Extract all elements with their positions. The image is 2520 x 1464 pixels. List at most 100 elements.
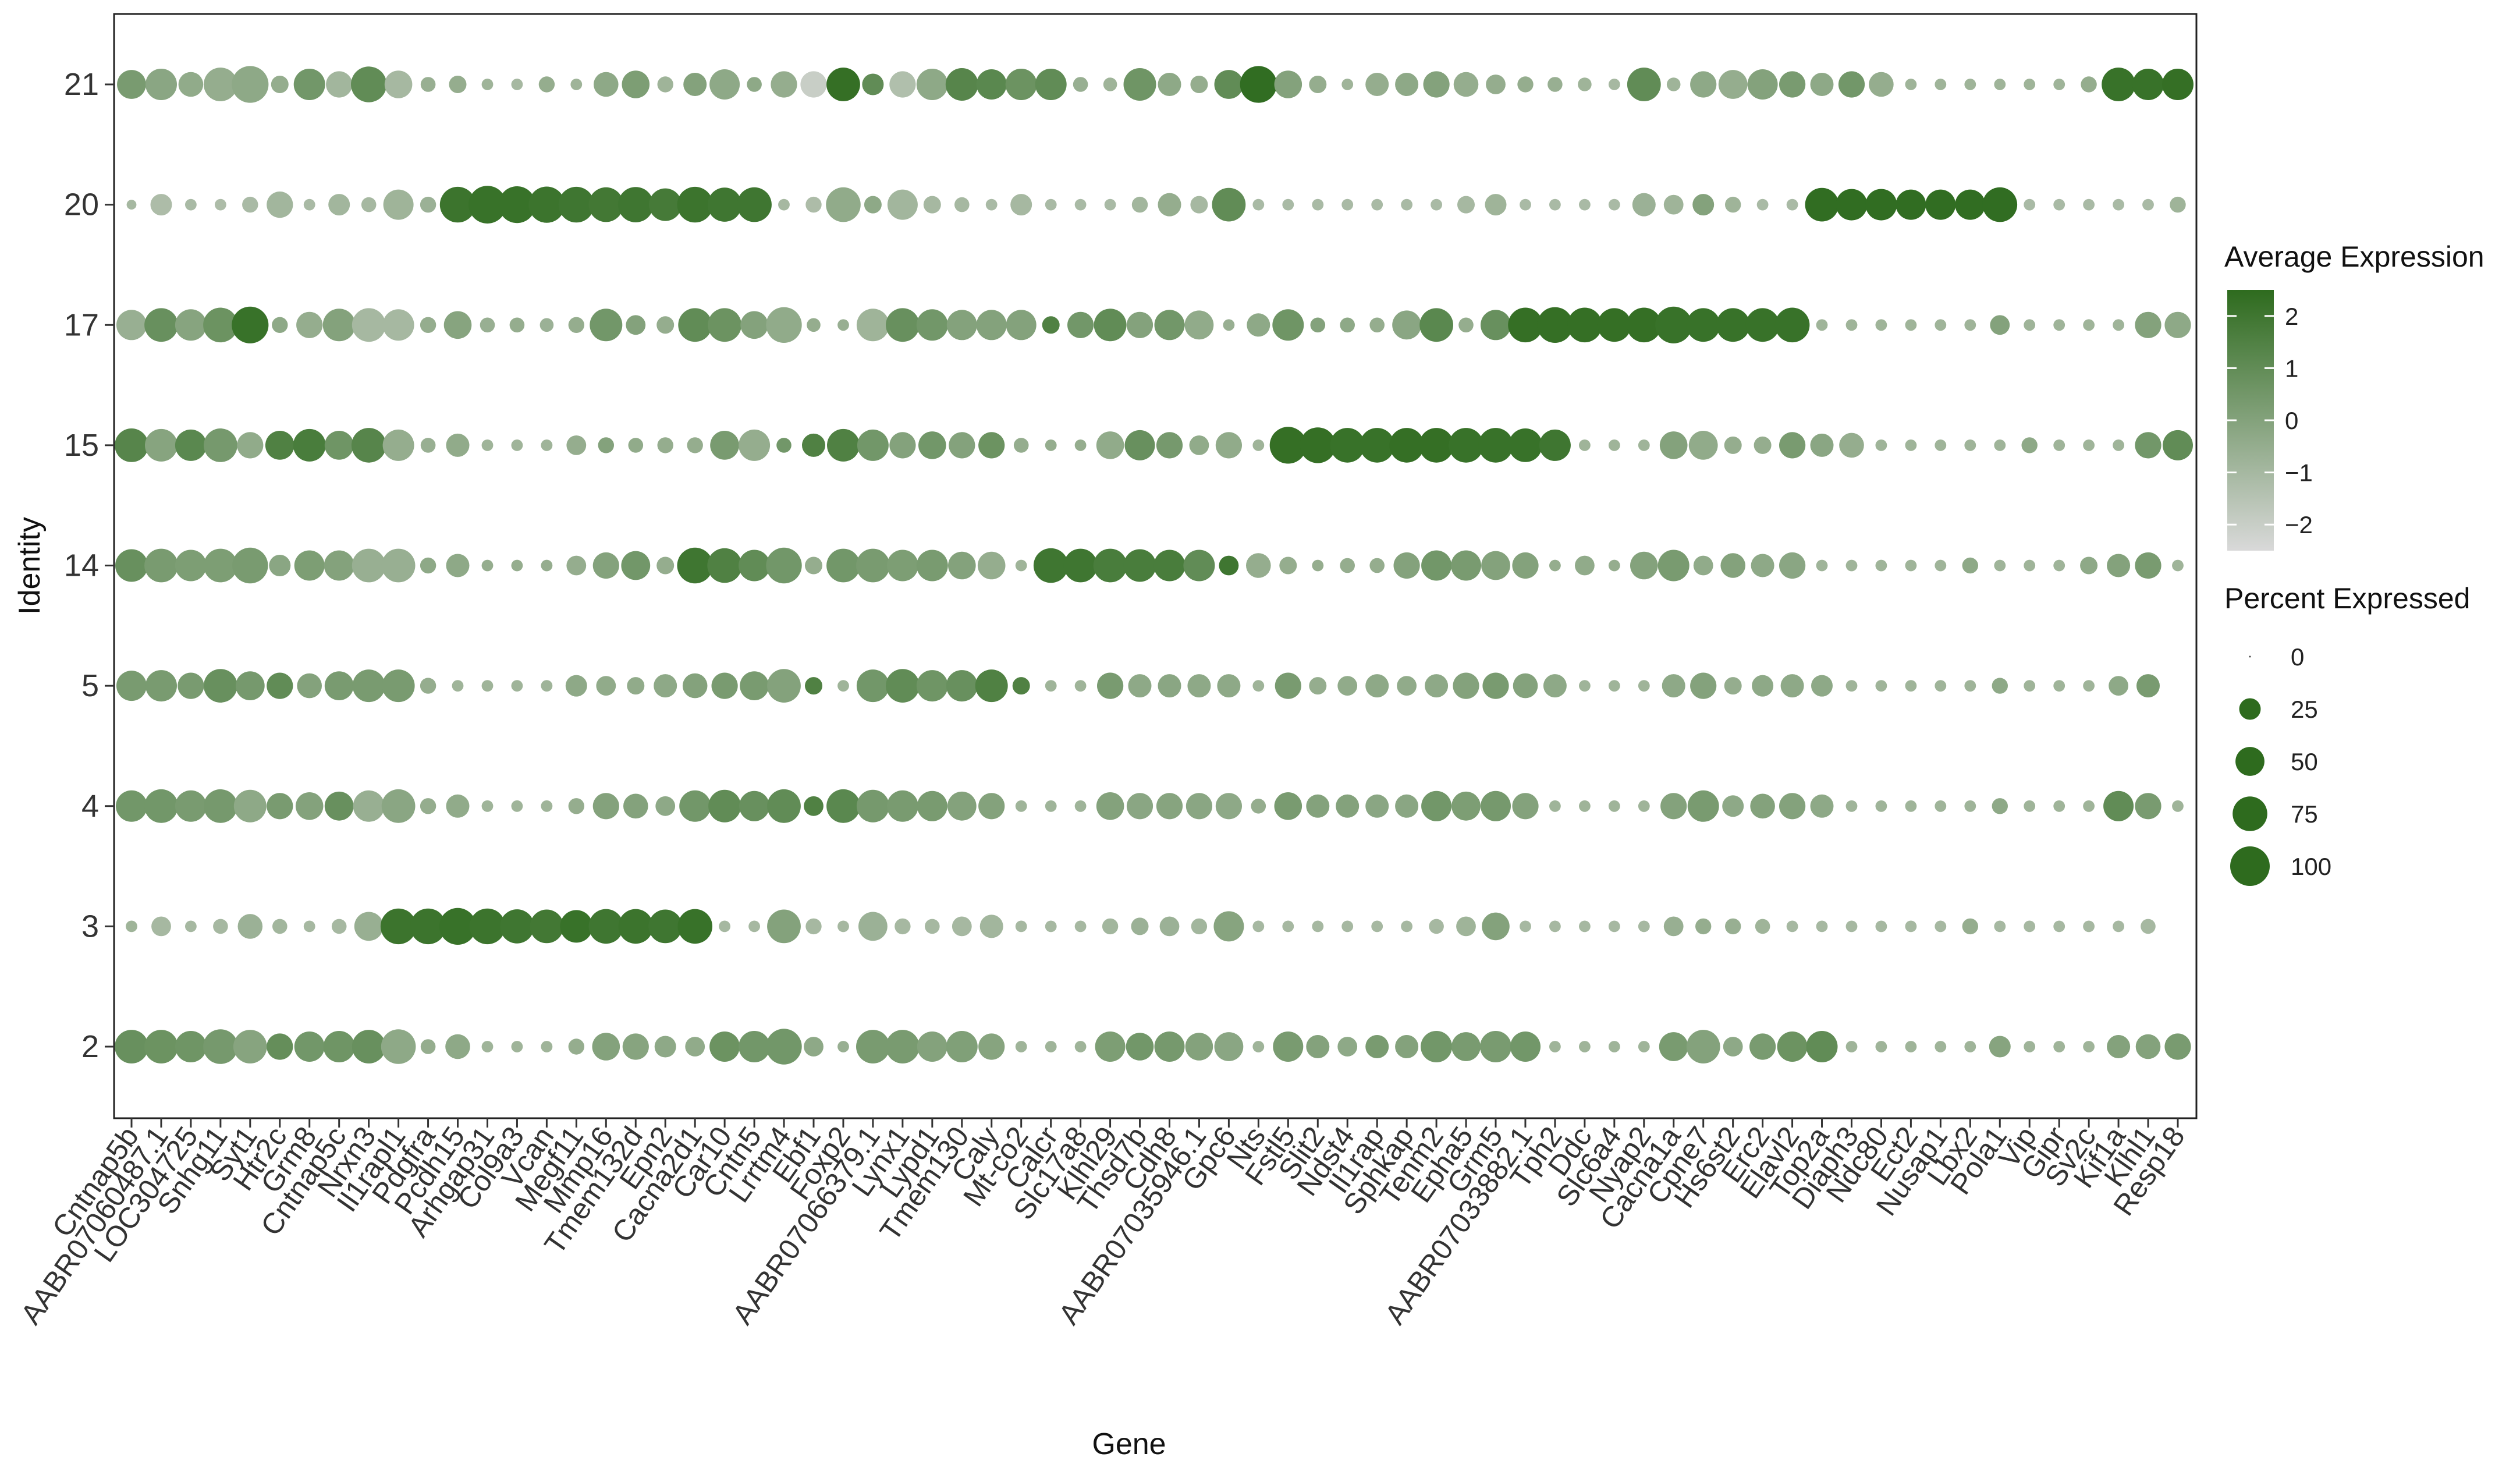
size-legend-dot <box>2230 846 2270 886</box>
expression-dot <box>558 186 594 223</box>
expression-dot <box>1360 428 1394 463</box>
expression-dot <box>1718 70 1748 99</box>
expression-dot <box>2024 319 2036 331</box>
color-tick-label: −1 <box>2285 459 2313 487</box>
expression-dot <box>708 308 741 342</box>
expression-dot <box>2021 437 2038 453</box>
expression-dot <box>805 196 822 213</box>
expression-dot <box>1687 790 1719 822</box>
expression-dot <box>420 798 436 814</box>
expression-dot <box>1811 675 1833 697</box>
expression-dot <box>481 79 494 90</box>
expression-dot <box>923 196 941 214</box>
expression-dot <box>588 187 624 222</box>
expression-dot <box>708 789 741 823</box>
expression-dot <box>800 71 827 98</box>
expression-dot <box>1845 559 1858 572</box>
expression-dot <box>887 189 918 220</box>
expression-dot <box>1935 920 1947 933</box>
expression-dot <box>1126 793 1153 820</box>
expression-dot <box>805 556 822 575</box>
expression-dot <box>1158 73 1181 96</box>
expression-dot <box>594 72 619 97</box>
expression-dot <box>511 439 523 451</box>
expression-dot <box>1158 193 1181 217</box>
expression-dot <box>1964 1041 1976 1052</box>
expression-dot <box>685 1037 705 1057</box>
expression-dot <box>1964 439 1976 451</box>
expression-dot <box>1905 559 1917 572</box>
expression-dot <box>204 428 237 462</box>
expression-dot <box>1751 554 1774 577</box>
expression-dot <box>856 789 889 823</box>
expression-dot <box>1159 916 1180 937</box>
expression-dot <box>1905 319 1917 331</box>
expression-dot <box>1074 800 1087 812</box>
expression-dot <box>1520 920 1531 933</box>
expression-dot <box>185 920 197 933</box>
expression-dot <box>446 433 470 457</box>
expression-dot <box>1608 559 1620 572</box>
expression-dot <box>2024 198 2036 211</box>
expression-dot <box>1905 439 1917 451</box>
expression-dot <box>648 909 683 944</box>
expression-dot <box>1282 920 1294 933</box>
expression-dot <box>2135 793 2161 820</box>
expression-dot <box>293 69 325 100</box>
expression-dot <box>687 437 703 453</box>
expression-dot <box>1695 918 1712 935</box>
expression-dot <box>2164 1033 2191 1060</box>
expression-dot <box>1638 439 1650 451</box>
expression-dot <box>1608 439 1620 451</box>
expression-dot <box>710 431 739 460</box>
expression-dot <box>2053 559 2065 572</box>
expression-dot <box>1074 439 1087 451</box>
expression-dot <box>144 548 178 583</box>
expression-dot <box>1543 674 1567 698</box>
expression-dot <box>2141 919 2156 934</box>
expression-dot <box>1579 439 1591 451</box>
expression-dot <box>1010 194 1032 216</box>
expression-dot <box>739 429 771 461</box>
expression-dot <box>1508 307 1543 343</box>
expression-dot <box>381 1029 416 1064</box>
expression-dot <box>2080 556 2098 575</box>
expression-dot <box>469 908 506 945</box>
expression-dot <box>1158 674 1181 698</box>
expression-dot <box>1836 189 1868 221</box>
expression-dot <box>977 551 1006 580</box>
expression-dot <box>117 70 146 99</box>
expression-dot <box>353 790 385 822</box>
expression-dot <box>807 318 821 332</box>
expression-dot <box>917 1031 947 1062</box>
expression-dot <box>1964 680 1976 692</box>
expression-dot <box>1128 674 1152 698</box>
expression-dot <box>1312 559 1324 572</box>
color-tick-label: −2 <box>2285 511 2313 538</box>
expression-dot <box>1369 317 1385 333</box>
expression-dot <box>654 1036 676 1058</box>
expression-dot <box>1579 680 1591 692</box>
expression-dot <box>269 555 291 576</box>
expression-dot <box>767 909 801 944</box>
expression-dot <box>1103 77 1117 91</box>
expression-dot <box>916 69 948 100</box>
expression-dot <box>1935 680 1947 692</box>
expression-dot <box>2107 1035 2131 1058</box>
expression-dot <box>1994 439 2006 451</box>
expression-dot <box>739 791 770 821</box>
expression-dot <box>1035 69 1067 100</box>
expression-dot <box>1482 672 1509 699</box>
size-legend-dot <box>2249 655 2251 658</box>
expression-dot <box>481 439 494 451</box>
expression-dot <box>1964 800 1976 812</box>
expression-dot <box>1063 548 1098 583</box>
expression-dot <box>150 194 172 216</box>
expression-dot <box>352 1030 386 1064</box>
expression-dot <box>1006 310 1037 341</box>
expression-dot <box>2142 198 2154 211</box>
expression-dot <box>1779 71 1806 98</box>
expression-dot <box>541 559 553 572</box>
expression-dot <box>1154 1031 1185 1062</box>
expression-dot <box>895 918 911 935</box>
